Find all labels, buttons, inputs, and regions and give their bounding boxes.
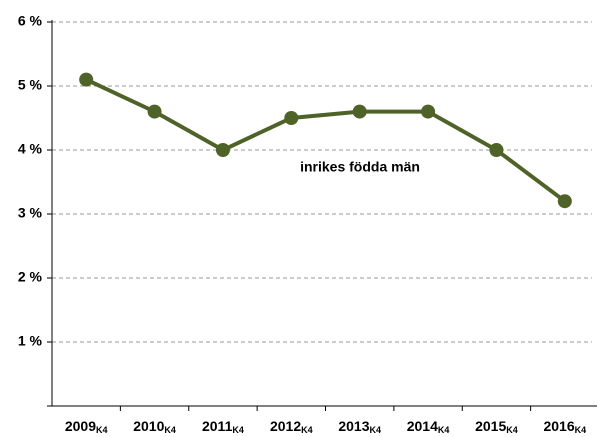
point — [215, 143, 230, 157]
point — [147, 104, 162, 119]
x-tick-label: 2011K4 — [202, 418, 244, 436]
point — [352, 104, 367, 119]
point — [557, 194, 572, 209]
x-tick-label: 2014K4 — [407, 418, 450, 436]
y-tick-label: 2 % — [18, 269, 43, 285]
point — [79, 72, 94, 87]
point — [421, 104, 436, 119]
y-tick-label: 1 % — [18, 333, 43, 349]
x-tick-label: 2013K4 — [338, 418, 381, 436]
x-tick-label: 2015K4 — [475, 418, 518, 436]
x-tick-label: 2016K4 — [543, 418, 586, 436]
x-tick-label: 2009K4 — [65, 418, 108, 436]
series-label: inrikes födda män — [300, 159, 420, 175]
point — [489, 143, 504, 157]
x-tick-label: 2010K4 — [133, 418, 176, 436]
y-tick-label: 3 % — [18, 205, 43, 221]
x-tick-label: 2012K4 — [270, 418, 313, 436]
y-tick-label: 6 % — [18, 13, 43, 29]
line — [85, 77, 567, 203]
y-tick-label: 5 % — [18, 77, 43, 93]
point — [284, 111, 299, 125]
y-tick-label: 4 % — [18, 141, 43, 157]
